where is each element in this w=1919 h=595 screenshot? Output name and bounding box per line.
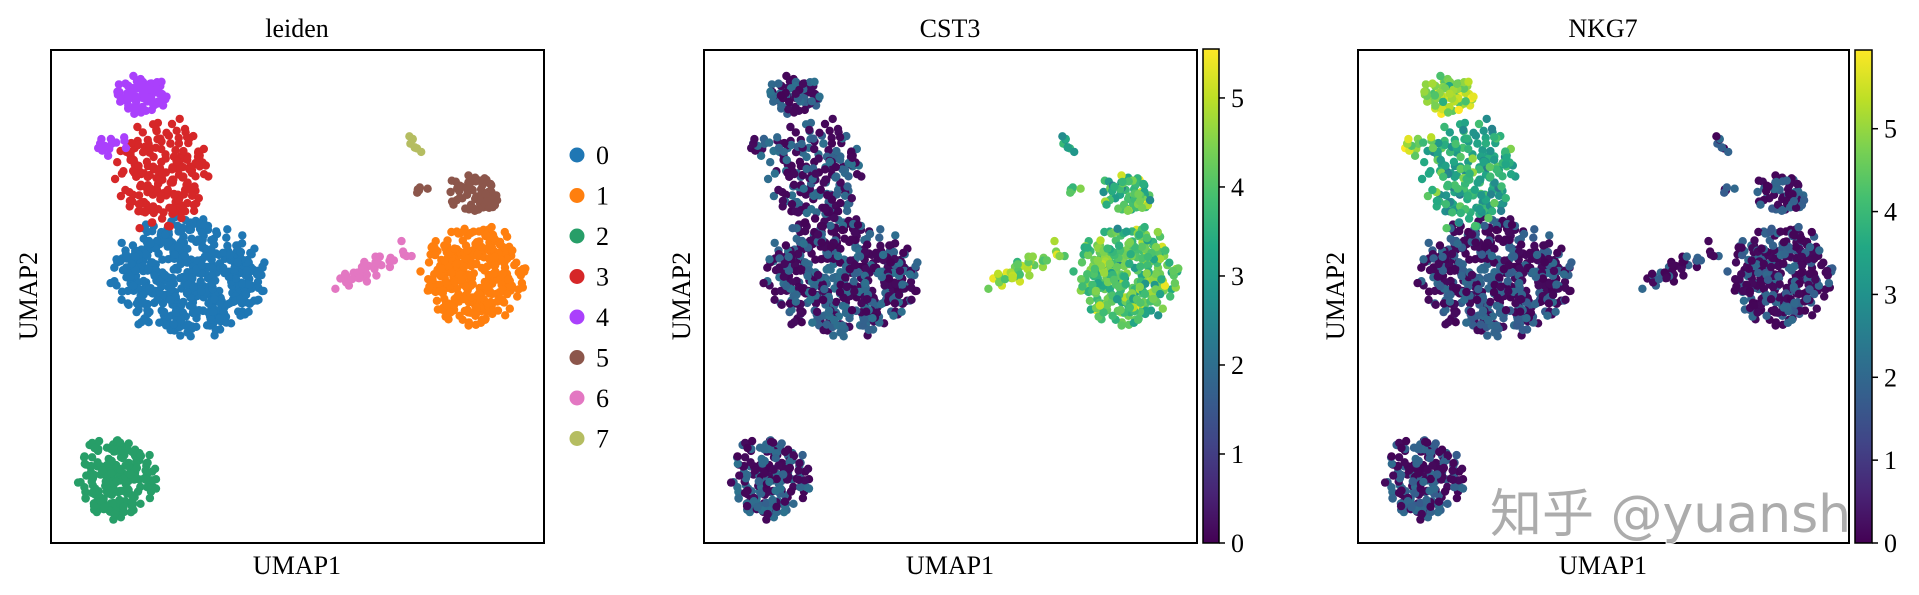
colorbar-tick-label: 0 <box>1231 529 1244 558</box>
colorbar: 0 1 2 3 4 5 <box>1854 49 1897 558</box>
legend-marker <box>569 309 585 325</box>
colorbar-tick-label: 4 <box>1231 173 1244 202</box>
plot-frame <box>1357 49 1850 544</box>
panel-title: leiden <box>265 14 329 43</box>
legend-marker <box>569 228 585 244</box>
x-axis-label: UMAP1 <box>906 551 994 580</box>
scatter-points <box>73 71 530 524</box>
legend-label: 6 <box>596 384 609 413</box>
y-axis-label: UMAP2 <box>1321 252 1350 340</box>
legend-label: 4 <box>596 303 609 332</box>
legend-label: 2 <box>596 222 609 251</box>
legend-label: 7 <box>596 425 609 454</box>
panel-nkg7: NKG7 UMAP1 UMAP2 0 1 2 3 4 5 <box>1321 14 1897 580</box>
colorbar-tick-label: 0 <box>1884 529 1897 558</box>
legend-label: 5 <box>596 344 609 373</box>
legend-label: 0 <box>596 141 609 170</box>
watermark: 知乎 @yuansh <box>1490 485 1851 545</box>
colorbar-tick-label: 2 <box>1231 351 1244 380</box>
legend-marker <box>569 350 585 365</box>
x-axis-label: UMAP1 <box>1559 551 1647 580</box>
scatter-points <box>726 71 1183 524</box>
panel-title: NKG7 <box>1568 14 1637 43</box>
colorbar-tick-label: 5 <box>1884 115 1897 144</box>
legend-marker <box>569 147 585 163</box>
panel-cst3: CST3 UMAP1 UMAP2 0 1 2 3 4 5 <box>667 14 1244 580</box>
y-axis-label: UMAP2 <box>14 252 43 340</box>
plot-frame <box>50 49 545 544</box>
panel-title: CST3 <box>920 14 981 43</box>
legend: 0 1 2 3 4 5 6 7 <box>569 141 609 454</box>
colorbar-tick-label: 4 <box>1884 198 1897 227</box>
legend-marker <box>569 188 585 203</box>
plot-frame <box>703 49 1198 544</box>
y-axis-label: UMAP2 <box>667 252 696 340</box>
legend-marker <box>569 431 585 446</box>
legend-marker <box>569 269 585 284</box>
legend-label: 1 <box>596 182 609 211</box>
legend-label: 3 <box>596 263 609 292</box>
x-axis-label: UMAP1 <box>253 551 341 580</box>
panel-leiden: leiden UMAP1 UMAP2 0 1 2 3 4 5 6 7 <box>14 14 609 580</box>
colorbar-tick-label: 1 <box>1231 440 1244 469</box>
scatter-points <box>1380 71 1837 524</box>
colorbar-tick-label: 3 <box>1884 280 1897 309</box>
legend-marker <box>569 390 585 406</box>
colorbar-tick-label: 2 <box>1884 363 1897 392</box>
colorbar-tick-label: 1 <box>1884 446 1897 475</box>
colorbar-tick-label: 3 <box>1231 262 1244 291</box>
colorbar: 0 1 2 3 4 5 <box>1202 48 1244 558</box>
colorbar-tick-label: 5 <box>1231 84 1244 113</box>
